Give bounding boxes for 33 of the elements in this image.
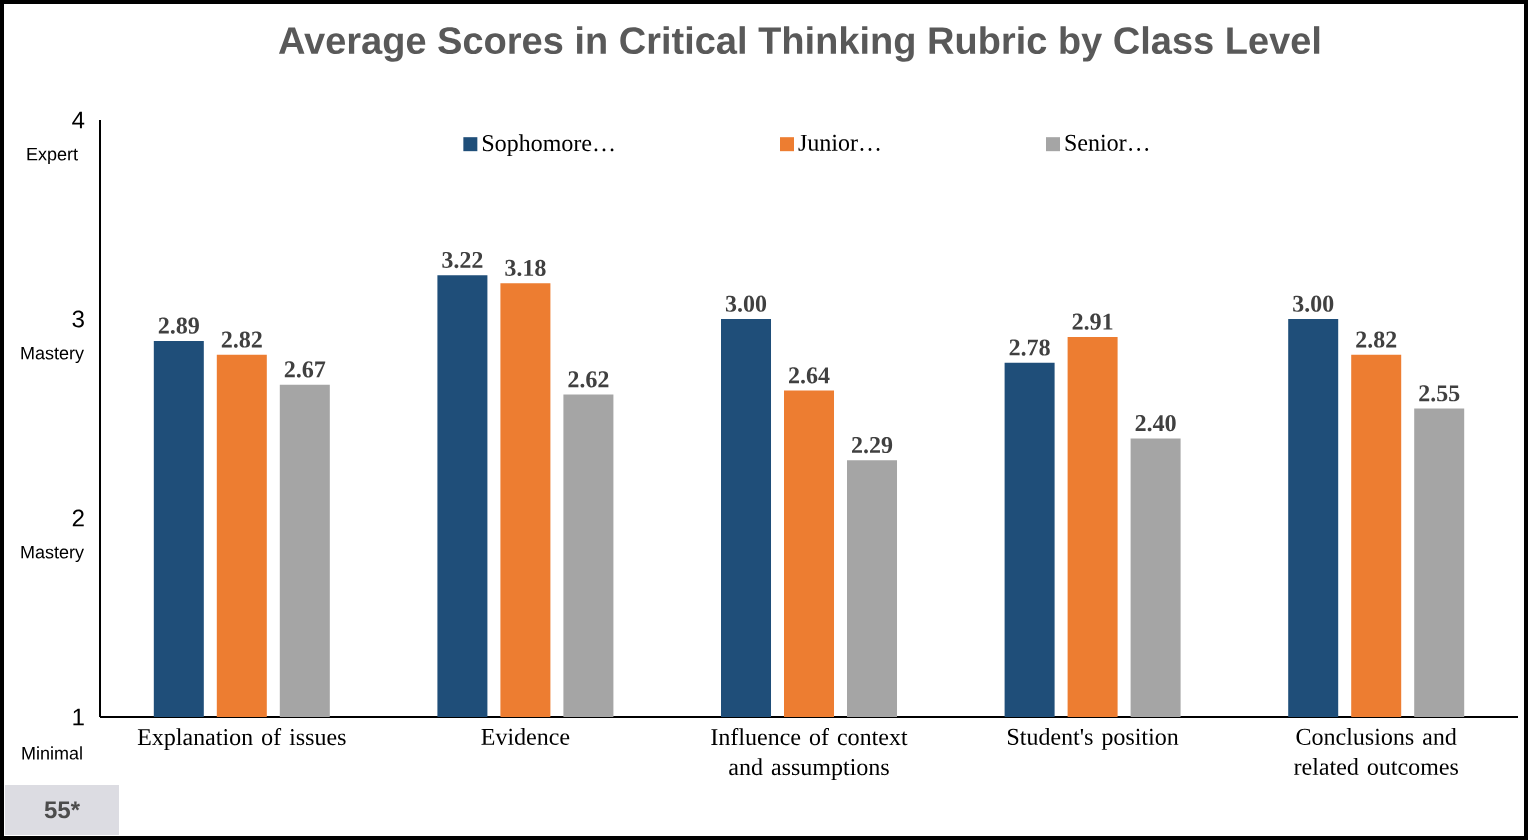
x-tick-label: Student's position [1008, 728, 1179, 750]
text: Mastery [21, 545, 84, 563]
data-label: 2.64 [789, 367, 830, 384]
x-tick-label: Conclusions and related outcomes [1294, 728, 1458, 775]
y-tick-label: 1 [73, 708, 84, 726]
legend-label: Sophomore… [482, 134, 614, 157]
text: Minimal [22, 746, 82, 760]
text: Expert [27, 147, 78, 165]
data-label: 2.78 [1009, 339, 1050, 356]
y-tick-label: 3 [72, 310, 84, 328]
text: 55* [44, 801, 80, 819]
data-label: 2.55 [1419, 385, 1460, 402]
data-label: 3.18 [505, 259, 546, 277]
legend-label: Junior… [798, 134, 880, 151]
data-label: 3.00 [1293, 295, 1334, 312]
x-tick-label: Explanation of issues [137, 728, 346, 751]
chart-title: Average Scores in Critical Thinking Rubric by Class Level [278, 26, 1320, 62]
y-tick-label: 4 [72, 111, 85, 129]
y-tick-label: 2 [72, 509, 84, 527]
data-label: 2.91 [1072, 313, 1113, 330]
data-label: 2.29 [852, 436, 893, 454]
x-tick-label: Evidence [481, 728, 570, 745]
data-label: 3.22 [442, 251, 483, 269]
data-label: 2.89 [158, 317, 199, 334]
data-label: 2.82 [1356, 331, 1397, 348]
legend-label: Senior… [1065, 134, 1149, 151]
data-label: 2.67 [284, 361, 326, 378]
x-tick-label: Influence of context and assumptions [711, 728, 908, 781]
data-label: 2.40 [1135, 415, 1176, 432]
data-label: 3.00 [725, 295, 767, 312]
data-label: 2.82 [221, 331, 262, 348]
text: Mastery [21, 346, 84, 364]
data-label: 2.62 [568, 371, 609, 388]
